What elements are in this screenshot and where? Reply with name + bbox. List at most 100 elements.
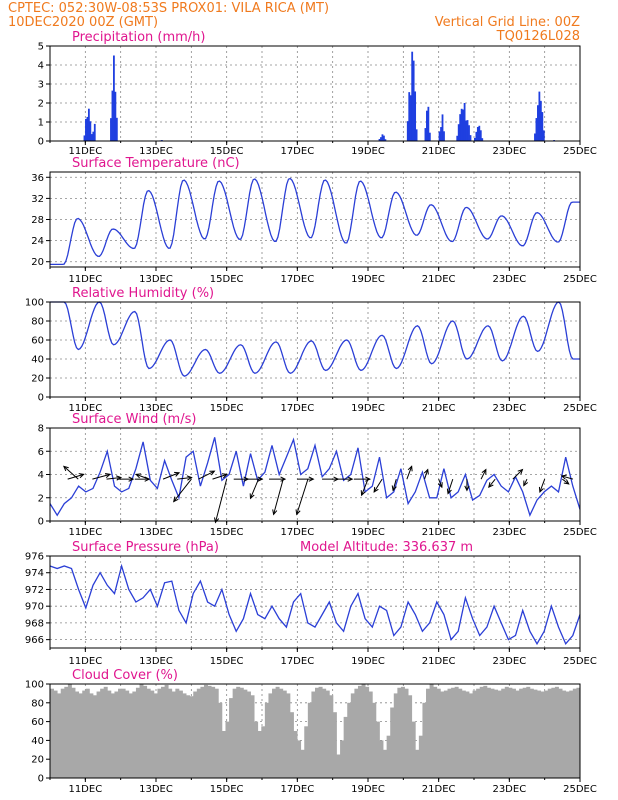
y-tick-label: 0 <box>38 393 44 404</box>
cloud-bar <box>189 696 194 778</box>
x-tick-label: 15DEC <box>210 403 244 414</box>
y-tick-label: 20 <box>31 257 44 268</box>
cloud-bar <box>239 687 244 778</box>
precip-bar <box>378 138 381 141</box>
precip-bar <box>475 131 478 141</box>
cloud-bar <box>576 687 581 778</box>
cloud-bar <box>554 686 559 778</box>
cloud-bar <box>214 688 219 778</box>
cloud-bar <box>246 691 251 778</box>
wind-arrow <box>173 478 192 502</box>
cloud-bar <box>315 687 319 778</box>
cloud-bar <box>279 688 284 778</box>
x-tick-label: 21DEC <box>422 527 456 538</box>
wind-arrow-head <box>517 468 524 475</box>
y-tick-label: 976 <box>25 552 44 563</box>
x-tick-label: 17DEC <box>280 656 314 667</box>
cloud-bar <box>354 688 359 778</box>
cloud-bar <box>447 688 452 778</box>
panel-frame-5 <box>49 683 581 779</box>
y-tick-label: 968 <box>25 618 44 629</box>
y-tick-label: 28 <box>31 215 44 226</box>
y-tick-label: 0 <box>38 774 44 785</box>
wind-arrow-head <box>214 517 220 524</box>
cloud-bar <box>515 690 520 778</box>
precip-bar <box>93 123 96 141</box>
cloud-bar <box>386 735 391 778</box>
precip-bar <box>462 109 465 141</box>
cloud-bar <box>293 731 298 778</box>
panel-title-0: Precipitation (mm/h) <box>72 30 205 45</box>
x-tick-label: 13DEC <box>139 274 173 285</box>
y-tick-label: 24 <box>31 236 44 247</box>
wind-arrow <box>212 473 228 480</box>
wind-arrow <box>273 479 284 515</box>
series-line-2 <box>50 301 580 377</box>
cloud-bar <box>393 693 398 778</box>
wind-arrow <box>480 469 487 480</box>
wind-arrow-head <box>280 476 287 482</box>
cloud-bar <box>522 687 527 778</box>
y-tick-label: 3 <box>38 80 44 91</box>
wind-arrow <box>214 479 228 523</box>
cloud-bar <box>103 686 108 778</box>
cloud-bar <box>304 726 309 778</box>
precip-bar <box>380 137 382 141</box>
precip-bar <box>414 91 417 141</box>
y-tick-label: 60 <box>31 717 44 728</box>
x-tick-label: 23DEC <box>492 274 526 285</box>
wind-arrow-head <box>538 486 544 494</box>
precip-bar <box>534 133 536 141</box>
panel-title-2: Relative Humidity (%) <box>72 286 214 301</box>
wind-arrow <box>250 478 259 499</box>
cloud-bar <box>182 693 187 778</box>
y-tick-label: 80 <box>31 698 44 709</box>
wind-arrow-head <box>174 471 181 477</box>
precip-bar <box>412 60 415 141</box>
cloud-bar <box>569 690 574 778</box>
cloud-bar <box>468 693 473 778</box>
precip-bar <box>469 135 472 141</box>
cloud-bar <box>400 686 405 778</box>
y-tick-label: 60 <box>31 336 44 347</box>
cloud-bar <box>451 687 456 778</box>
x-tick-label: 25DEC <box>563 403 597 414</box>
cloud-bar <box>397 687 402 778</box>
x-tick-label: 21DEC <box>422 274 456 285</box>
precip-bar <box>428 132 431 141</box>
cloud-bar <box>307 702 312 778</box>
cloud-bar <box>243 689 248 778</box>
cloud-bar <box>171 691 176 778</box>
precip-bar <box>411 51 414 142</box>
series-line-1 <box>50 177 580 266</box>
wind-arrow-head <box>373 486 379 493</box>
precip-bar <box>89 121 92 141</box>
cloud-bar <box>203 684 208 778</box>
cloud-bar <box>540 691 545 778</box>
cloud-bar <box>211 686 216 778</box>
x-tick-label: 11DEC <box>68 656 102 667</box>
cloud-bar <box>164 684 169 778</box>
x-tick-label: 25DEC <box>563 784 597 795</box>
precip-bar <box>456 135 459 141</box>
cloud-bar <box>465 691 470 778</box>
wind-arrow <box>162 472 180 480</box>
cloud-bar <box>85 688 90 778</box>
x-tick-label: 11DEC <box>68 784 102 795</box>
y-tick-label: 40 <box>31 355 44 366</box>
cloud-bar <box>225 721 230 778</box>
y-tick-label: 970 <box>25 602 44 613</box>
y-tick-label: 6 <box>38 447 44 458</box>
wind-arrow <box>373 478 383 493</box>
cloud-bar <box>71 687 76 778</box>
cloud-bar <box>479 686 484 778</box>
precip-bar <box>113 55 115 141</box>
cloud-bar <box>286 693 291 778</box>
x-tick-label: 17DEC <box>280 146 314 157</box>
precip-bar <box>408 92 411 141</box>
precip-bar <box>384 139 387 141</box>
cloud-bar <box>490 688 495 778</box>
wind-arrow-head <box>391 485 397 492</box>
cloud-bar <box>418 735 423 778</box>
x-tick-label: 13DEC <box>139 146 173 157</box>
